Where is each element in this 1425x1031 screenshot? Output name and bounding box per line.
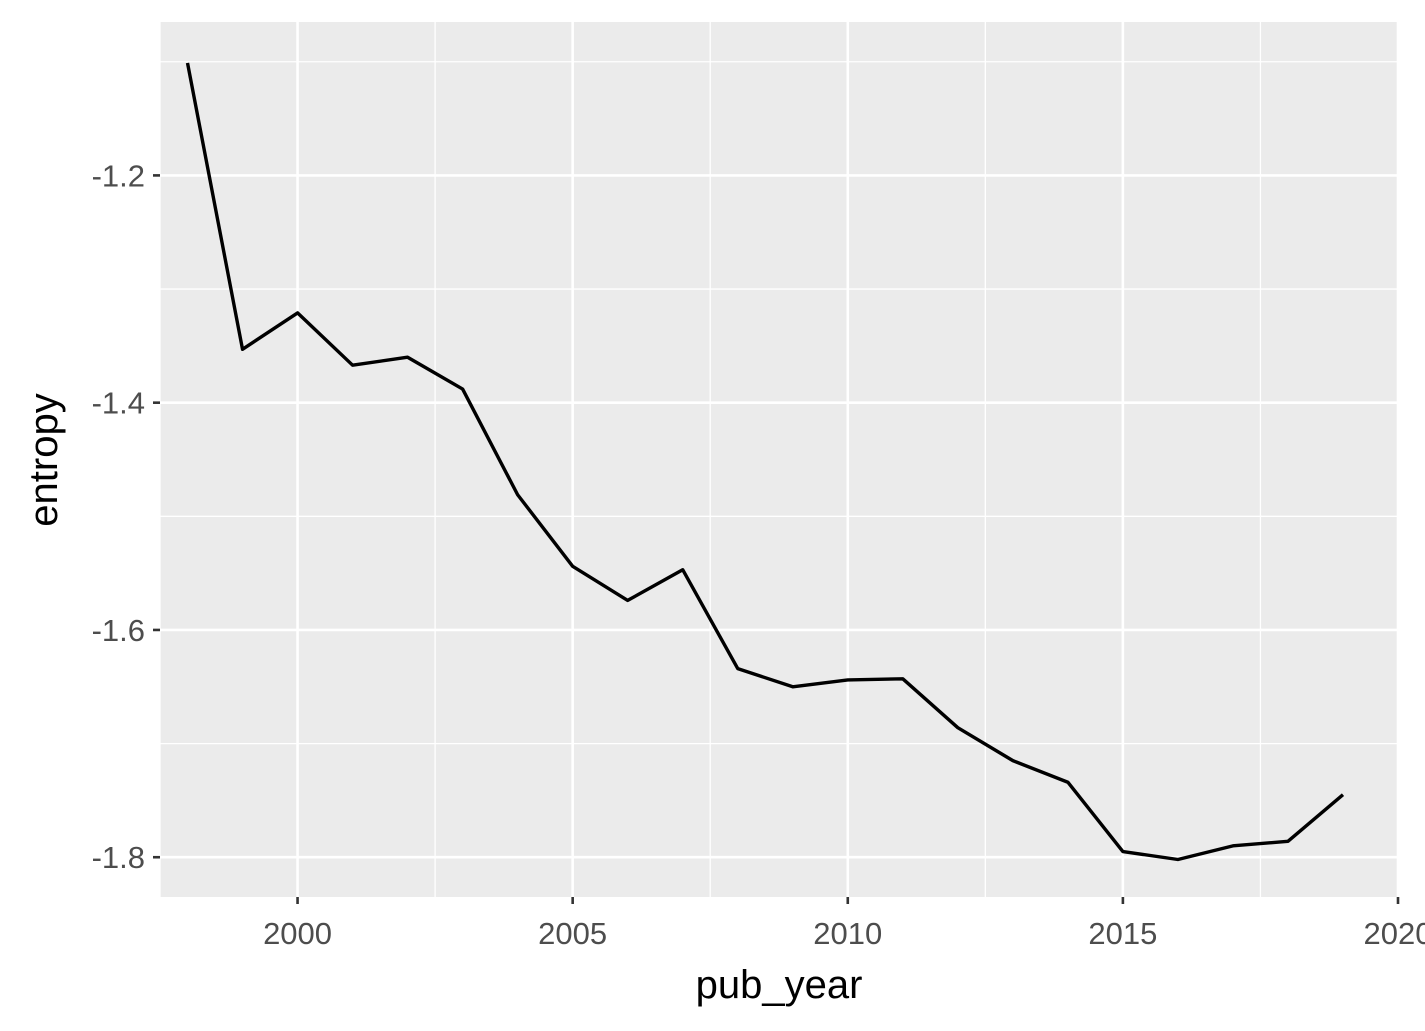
y-tick-label: -1.4	[92, 386, 145, 421]
x-tick-label: 2015	[1088, 916, 1157, 951]
series-layer	[185, 62, 1345, 862]
y-tick-label: -1.8	[92, 840, 145, 875]
y-axis-ticks: -1.2 -1.4 -1.6 -1.8	[92, 158, 160, 875]
x-tick-label: 2010	[813, 916, 882, 951]
y-tick-label: -1.6	[92, 613, 145, 648]
series-line	[185, 62, 1345, 862]
x-axis-title: pub_year	[696, 963, 863, 1007]
y-axis-title: entropy	[22, 393, 66, 526]
x-tick-label: 2005	[538, 916, 607, 951]
y-tick-label: -1.2	[92, 158, 145, 193]
x-axis-ticks: 2000 2005 2010 2015 2020	[263, 897, 1425, 951]
minor-gridlines	[159, 22, 1398, 897]
major-gridlines	[160, 22, 1400, 897]
x-tick-label: 2020	[1364, 916, 1425, 951]
plot-panel	[160, 22, 1398, 897]
x-tick-label: 2000	[263, 916, 332, 951]
